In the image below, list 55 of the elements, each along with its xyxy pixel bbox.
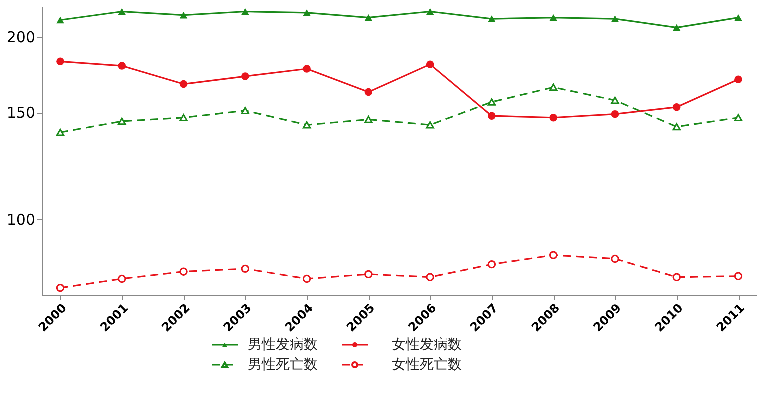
- point: [734, 76, 742, 84]
- point: [488, 98, 496, 106]
- y-tick-label: 150: [6, 104, 36, 122]
- point: [118, 274, 126, 284]
- point: [364, 270, 373, 279]
- point: [550, 114, 558, 122]
- point: [673, 103, 681, 112]
- point: [488, 112, 496, 120]
- point: [426, 8, 434, 16]
- legend-label: 男性发病数: [248, 337, 318, 353]
- point: [118, 62, 126, 70]
- point: [242, 72, 250, 80]
- point: [56, 58, 64, 66]
- point: [549, 84, 558, 92]
- point: [56, 284, 65, 292]
- point: [611, 110, 620, 118]
- legend-label: 女性发病数: [392, 337, 462, 353]
- point: [488, 260, 496, 269]
- point: [673, 24, 681, 32]
- y-tick-label: 100: [6, 210, 36, 229]
- point: [56, 16, 64, 24]
- point: [180, 12, 188, 19]
- point: [302, 274, 312, 284]
- point: [426, 121, 434, 129]
- point: [180, 80, 188, 88]
- point: [550, 14, 558, 22]
- point: [242, 8, 250, 16]
- point: [426, 60, 434, 68]
- point: [611, 96, 620, 104]
- point: [303, 65, 311, 73]
- point: [180, 268, 188, 276]
- point: [672, 123, 681, 131]
- point: [549, 251, 558, 260]
- point: [180, 114, 188, 122]
- point: [302, 121, 312, 129]
- legend-label: 男性死亡数: [248, 357, 318, 373]
- point: [734, 14, 742, 22]
- point: [118, 8, 126, 16]
- point: [241, 264, 250, 274]
- point: [56, 128, 65, 136]
- point: [611, 254, 620, 264]
- point: [488, 16, 496, 22]
- point: [426, 273, 434, 282]
- point: [241, 107, 250, 114]
- legend-label: 女性死亡数: [392, 357, 462, 373]
- point: [734, 114, 743, 122]
- point: [364, 116, 373, 124]
- point: [734, 272, 743, 280]
- point: [364, 14, 373, 22]
- point: [118, 118, 126, 126]
- point: [611, 16, 620, 22]
- point: [672, 273, 681, 282]
- point: [303, 10, 311, 16]
- point: [364, 88, 373, 96]
- y-tick-label: 200: [6, 28, 36, 46]
